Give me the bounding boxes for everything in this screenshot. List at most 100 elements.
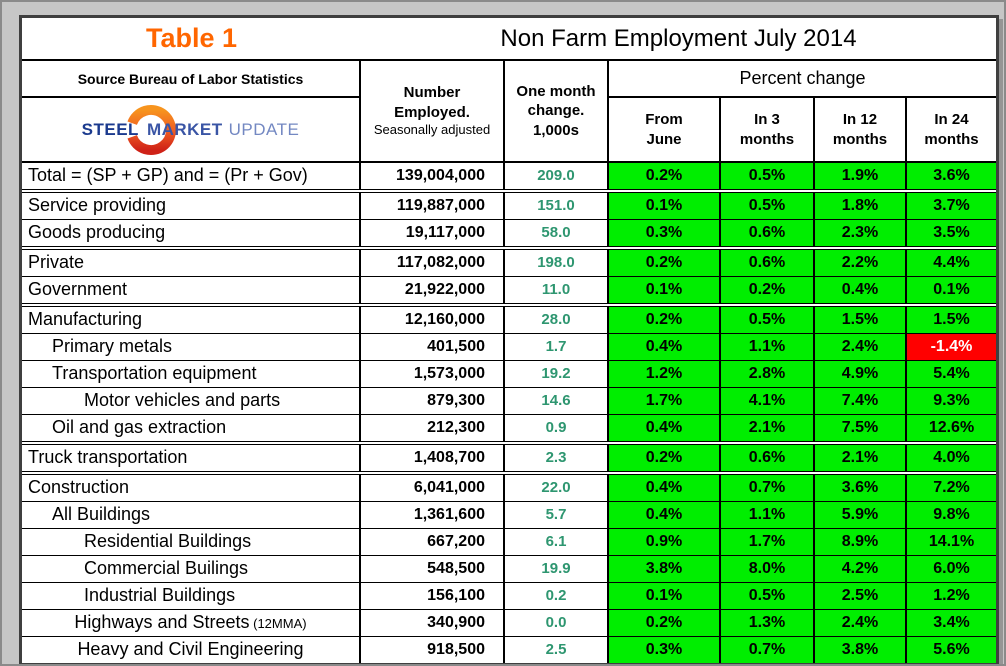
- table-row: Heavy and Civil Engineering 918,500 2.5 0.3…: [22, 636, 996, 663]
- percent-cell: 0.6%: [721, 220, 815, 246]
- percent-cell: 8.9%: [815, 529, 907, 555]
- one-month-change-value: 58.0: [505, 220, 609, 246]
- percent-change-label: Percent change: [609, 61, 996, 98]
- percent-cell: 0.2%: [609, 610, 721, 636]
- table-row: Service providing 119,887,000 151.0 0.1% 0.5…: [22, 189, 996, 219]
- percent-cell: 0.2%: [609, 445, 721, 471]
- percent-cell: 0.7%: [721, 637, 815, 663]
- row-label-text: Government: [28, 279, 128, 299]
- percent-cell: 7.2%: [907, 475, 996, 501]
- row-label: Residential Buildings: [22, 529, 361, 555]
- percent-cell: 9.8%: [907, 502, 996, 528]
- one-month-change-value: 6.1: [505, 529, 609, 555]
- percent-cell: 3.4%: [907, 610, 996, 636]
- employed-value: 548,500: [361, 556, 505, 582]
- header-left-column: Source Bureau of Labor Statistics STEEL: [22, 61, 361, 161]
- percent-cell: 7.5%: [815, 415, 907, 441]
- percent-cell: -1.4%: [907, 334, 996, 360]
- table-row: Oil and gas extraction 212,300 0.9 0.4% 2.1%…: [22, 414, 996, 441]
- percent-cell: 5.9%: [815, 502, 907, 528]
- one-month-change-value: 151.0: [505, 193, 609, 219]
- row-label-suffix: (12MMA): [249, 616, 307, 631]
- row-label-text: Motor vehicles and parts: [84, 390, 281, 410]
- employed-value: 119,887,000: [361, 193, 505, 219]
- row-label: Total = (SP + GP) and = (Pr + Gov): [22, 163, 361, 189]
- percent-cell: 4.9%: [815, 361, 907, 387]
- percent-cell: 3.6%: [815, 475, 907, 501]
- percent-cell: 2.4%: [815, 334, 907, 360]
- percent-cell: 3.7%: [907, 193, 996, 219]
- row-label: Primary metals: [22, 334, 361, 360]
- percent-cell: 0.4%: [609, 475, 721, 501]
- percent-cell: 1.8%: [815, 193, 907, 219]
- table-row: Truck transportation 1,408,700 2.3 0.2% 0.6%…: [22, 441, 996, 471]
- one-month-change-value: 14.6: [505, 388, 609, 414]
- logo-update-text: UPDATE: [228, 119, 300, 139]
- employed-value: 667,200: [361, 529, 505, 555]
- percent-cell: 0.2%: [609, 250, 721, 276]
- percent-cell: 3.8%: [609, 556, 721, 582]
- percent-cell: 12.6%: [907, 415, 996, 441]
- row-label-text: Construction: [28, 477, 130, 497]
- row-label: Construction: [22, 475, 361, 501]
- employed-value: 6,041,000: [361, 475, 505, 501]
- percent-cell: 1.7%: [721, 529, 815, 555]
- employed-value: 19,117,000: [361, 220, 505, 246]
- employed-value: 156,100: [361, 583, 505, 609]
- crescent-swoosh-icon: [127, 104, 176, 155]
- col-header-in-12-months: In 12 months: [815, 98, 907, 161]
- percent-cell: 0.6%: [721, 445, 815, 471]
- row-label-text: Goods producing: [28, 222, 166, 242]
- number-employed-label: Number Employed.: [394, 84, 470, 121]
- percent-cell: 0.2%: [609, 307, 721, 333]
- table-row: All Buildings 1,361,600 5.7 0.4% 1.1% 5.9% 9.8…: [22, 501, 996, 528]
- one-month-change-value: 22.0: [505, 475, 609, 501]
- percent-cell: 2.1%: [721, 415, 815, 441]
- table-row: Primary metals 401,500 1.7 0.4% 1.1% 2.4% -1.4…: [22, 333, 996, 360]
- logo-market-text: MARKET: [146, 119, 223, 139]
- percent-cell: 9.3%: [907, 388, 996, 414]
- percent-cell: 0.5%: [721, 193, 815, 219]
- percent-cell: 0.7%: [721, 475, 815, 501]
- table-row: Commercial Builings 548,500 19.9 3.8% 8.0% 4.…: [22, 555, 996, 582]
- percent-cell: 4.2%: [815, 556, 907, 582]
- steel-market-update-logo: STEEL MARKET U: [22, 98, 359, 161]
- percent-cell: 1.9%: [815, 163, 907, 189]
- row-label: Government: [22, 277, 361, 303]
- percent-cell: 0.3%: [609, 637, 721, 663]
- employed-value: 12,160,000: [361, 307, 505, 333]
- row-label-text: Primary metals: [52, 336, 173, 356]
- percent-cell: 0.4%: [815, 277, 907, 303]
- one-month-change-value: 11.0: [505, 277, 609, 303]
- row-label-text: Heavy and Civil Engineering: [77, 639, 304, 659]
- row-label: Highways and Streets (12MMA): [22, 610, 361, 636]
- percent-cell: 2.2%: [815, 250, 907, 276]
- row-label-text: Oil and gas extraction: [52, 417, 227, 437]
- row-label: Motor vehicles and parts: [22, 388, 361, 414]
- table-row: Industrial Buildings 156,100 0.2 0.1% 0.5% 2.…: [22, 582, 996, 609]
- employed-value: 340,900: [361, 610, 505, 636]
- percent-cell: 0.5%: [721, 163, 815, 189]
- employed-value: 117,082,000: [361, 250, 505, 276]
- percent-cell: 0.4%: [609, 502, 721, 528]
- percent-cell: 0.1%: [609, 193, 721, 219]
- table-row: Transportation equipment 1,573,000 19.2 1.2…: [22, 360, 996, 387]
- row-label-text: All Buildings: [52, 504, 151, 524]
- employed-value: 212,300: [361, 415, 505, 441]
- one-month-change-value: 198.0: [505, 250, 609, 276]
- percent-cell: 2.1%: [815, 445, 907, 471]
- percent-cell: 1.3%: [721, 610, 815, 636]
- percent-cell: 8.0%: [721, 556, 815, 582]
- row-label-text: Total = (SP + GP) and = (Pr + Gov): [28, 165, 308, 185]
- table-row: Private 117,082,000 198.0 0.2% 0.6% 2.2% 4.4%: [22, 246, 996, 276]
- percent-cell: 0.6%: [721, 250, 815, 276]
- percent-cell: 2.3%: [815, 220, 907, 246]
- col-header-one-month-change: One month change. 1,000s: [505, 61, 609, 161]
- table-body: Total = (SP + GP) and = (Pr + Gov) 139,00…: [22, 163, 996, 663]
- employed-value: 21,922,000: [361, 277, 505, 303]
- percent-cell: 5.6%: [907, 637, 996, 663]
- percent-cell: 0.5%: [721, 583, 815, 609]
- one-month-change-value: 28.0: [505, 307, 609, 333]
- employed-value: 401,500: [361, 334, 505, 360]
